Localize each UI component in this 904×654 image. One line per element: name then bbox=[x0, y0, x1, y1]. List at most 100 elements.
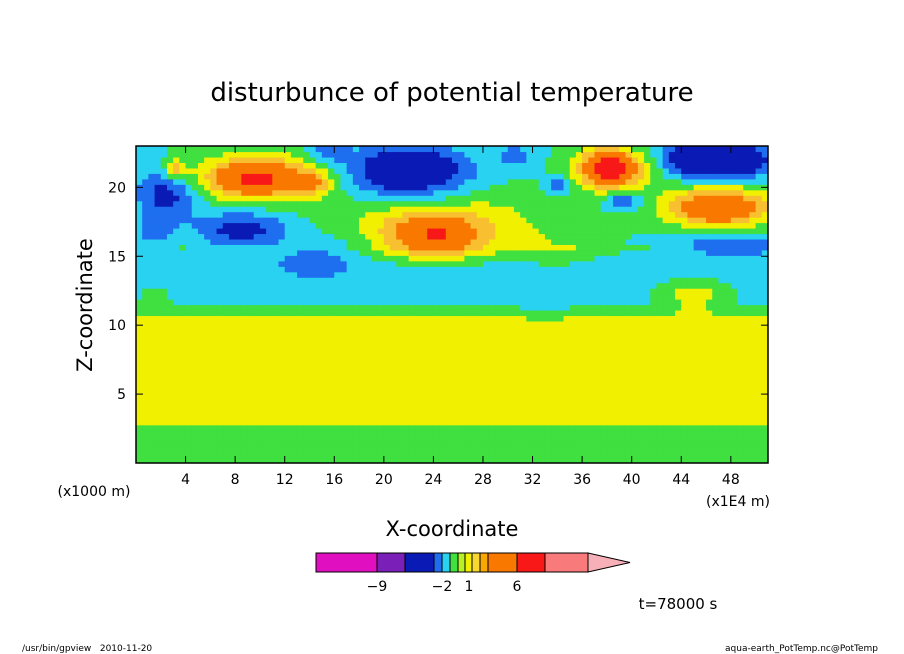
field-cell bbox=[613, 331, 620, 338]
field-cell bbox=[272, 293, 280, 300]
field-cell bbox=[235, 402, 242, 409]
field-cell bbox=[563, 233, 571, 240]
field-cell bbox=[408, 211, 416, 218]
field-cell bbox=[179, 288, 187, 295]
field-cell bbox=[563, 331, 571, 338]
field-cell bbox=[259, 370, 267, 377]
field-cell bbox=[458, 200, 465, 207]
field-cell bbox=[482, 167, 490, 174]
field-cell bbox=[278, 386, 286, 393]
field-cell bbox=[365, 211, 373, 218]
field-cell bbox=[272, 266, 280, 273]
field-cell bbox=[346, 320, 354, 327]
field-cell bbox=[538, 342, 546, 349]
field-cell bbox=[136, 359, 143, 366]
field-cell bbox=[613, 375, 620, 382]
field-cell bbox=[489, 348, 496, 355]
field-cell bbox=[210, 156, 218, 163]
field-cell bbox=[352, 162, 360, 169]
field-cell bbox=[173, 435, 180, 442]
field-cell bbox=[532, 452, 540, 459]
field-cell bbox=[594, 381, 602, 388]
field-cell bbox=[600, 244, 608, 251]
field-cell bbox=[204, 233, 211, 240]
field-cell bbox=[631, 435, 639, 442]
field-cell bbox=[650, 293, 658, 300]
field-cell bbox=[520, 227, 527, 235]
field-cell bbox=[321, 315, 329, 322]
field-cell bbox=[482, 206, 490, 213]
field-cell bbox=[631, 217, 639, 224]
field-cell bbox=[148, 370, 156, 377]
field-cell bbox=[284, 452, 292, 459]
field-cell bbox=[563, 408, 571, 415]
field-cell bbox=[253, 288, 261, 295]
field-cell bbox=[136, 238, 143, 245]
field-cell bbox=[433, 233, 441, 240]
field-cell bbox=[272, 441, 280, 448]
field-cell bbox=[321, 222, 329, 229]
field-cell bbox=[154, 408, 162, 415]
field-cell bbox=[538, 244, 546, 251]
field-cell bbox=[544, 271, 552, 278]
field-cell bbox=[588, 206, 596, 213]
field-cell bbox=[346, 452, 354, 459]
field-cell bbox=[551, 331, 558, 338]
field-cell bbox=[210, 359, 218, 366]
field-cell bbox=[575, 167, 583, 174]
field-cell bbox=[569, 227, 577, 235]
field-cell bbox=[439, 189, 447, 196]
field-cell bbox=[600, 217, 608, 224]
field-cell bbox=[173, 452, 180, 459]
field-cell bbox=[148, 162, 156, 169]
field-cell bbox=[346, 359, 354, 366]
field-cell bbox=[315, 342, 323, 349]
field-cell bbox=[644, 249, 651, 256]
field-cell bbox=[637, 353, 645, 360]
field-cell bbox=[563, 146, 571, 153]
field-cell bbox=[414, 326, 422, 333]
field-cell bbox=[637, 217, 645, 224]
field-cell bbox=[253, 386, 261, 393]
field-cell bbox=[142, 173, 149, 180]
field-cell bbox=[452, 331, 459, 338]
field-cell bbox=[520, 184, 527, 191]
field-cell bbox=[532, 222, 540, 229]
field-cell bbox=[191, 244, 199, 251]
field-cell bbox=[594, 304, 602, 311]
field-cell bbox=[421, 315, 428, 322]
field-cell bbox=[408, 419, 416, 426]
field-cell bbox=[154, 353, 162, 360]
field-cell bbox=[631, 151, 639, 158]
field-cell bbox=[235, 386, 242, 393]
field-cell bbox=[210, 375, 218, 382]
field-cell bbox=[476, 162, 484, 169]
field-cell bbox=[390, 315, 397, 322]
field-cell bbox=[613, 200, 620, 207]
field-cell bbox=[464, 173, 472, 180]
field-cell bbox=[166, 293, 174, 300]
field-cell bbox=[185, 167, 193, 174]
field-cell bbox=[346, 457, 354, 463]
field-cell bbox=[402, 326, 410, 333]
field-cell bbox=[501, 430, 509, 437]
field-cell bbox=[470, 430, 478, 437]
field-cell bbox=[259, 309, 267, 317]
field-cell bbox=[452, 227, 459, 235]
field-cell bbox=[148, 200, 156, 207]
field-cell bbox=[222, 184, 230, 191]
field-cell bbox=[408, 244, 416, 251]
field-cell bbox=[470, 255, 478, 262]
field-cell bbox=[464, 184, 472, 191]
field-cell bbox=[594, 211, 602, 218]
field-cell bbox=[538, 206, 546, 213]
field-cell bbox=[600, 184, 608, 191]
field-cell bbox=[166, 156, 174, 163]
field-cell bbox=[588, 293, 596, 300]
field-cell bbox=[427, 408, 435, 415]
field-cell bbox=[328, 457, 335, 463]
field-cell bbox=[253, 255, 261, 262]
field-cell bbox=[588, 326, 596, 333]
field-cell bbox=[594, 386, 602, 393]
field-cell bbox=[396, 386, 404, 393]
